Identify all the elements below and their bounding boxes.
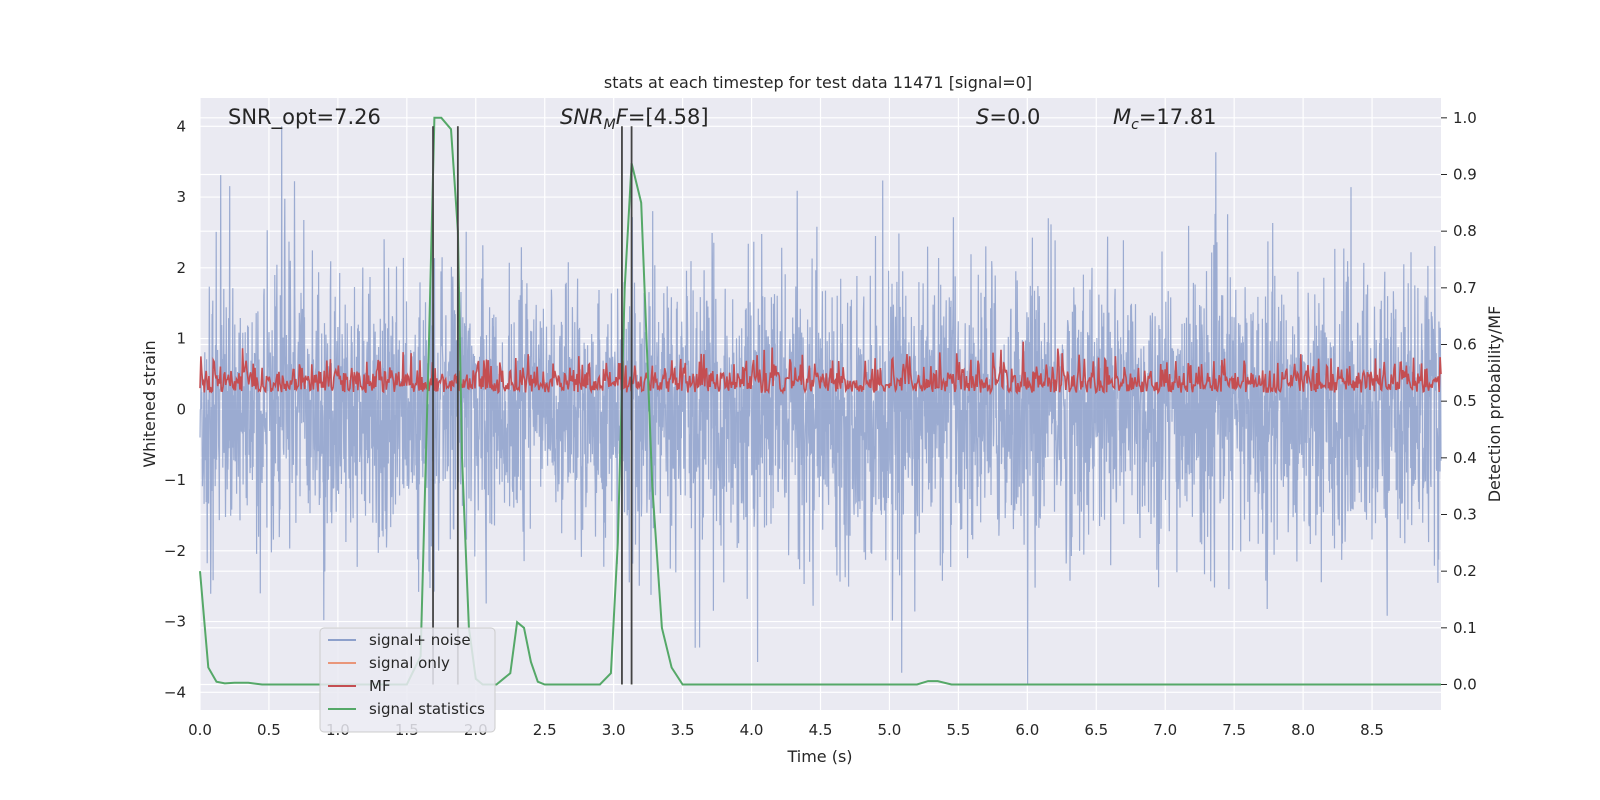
y-left-tick-label: −1	[164, 471, 186, 489]
y-left-tick-label: 1	[176, 330, 186, 348]
y-axis-right-label: Detection probability/MF	[1485, 306, 1504, 503]
annotation-mc-value: =17.81	[1139, 105, 1217, 129]
y-right-tick-label: 0.4	[1453, 449, 1477, 467]
x-tick-label: 5.5	[946, 721, 970, 739]
legend-label-mf: MF	[369, 677, 391, 695]
x-tick-label: 6.0	[1015, 721, 1039, 739]
x-tick-label: 5.0	[878, 721, 902, 739]
legend: signal+ noise signal only MF signal stat…	[319, 627, 496, 733]
annotation-snr-mf: SNRMF=[4.58]	[560, 105, 709, 133]
x-axis-label: Time (s)	[786, 747, 852, 766]
y-right-tick-label: 0.7	[1453, 279, 1477, 297]
x-axis-ticks: 0.00.51.01.52.02.53.03.54.04.55.05.56.06…	[188, 721, 1384, 739]
legend-box	[319, 627, 496, 733]
legend-label-signal-noise: signal+ noise	[369, 631, 471, 649]
y-right-tick-label: 0.6	[1453, 336, 1477, 354]
mf-series	[199, 341, 1442, 396]
x-tick-label: 7.5	[1222, 721, 1246, 739]
y-left-tick-label: −3	[164, 613, 186, 631]
x-tick-label: 0.5	[257, 721, 281, 739]
vertical-markers	[432, 126, 633, 685]
y-left-tick-label: −4	[164, 683, 186, 701]
x-tick-label: 8.5	[1360, 721, 1384, 739]
x-tick-label: 0.0	[188, 721, 212, 739]
y-axis-left-label: Whitened strain	[140, 340, 159, 467]
annotation-s: S=0.0	[976, 105, 1040, 129]
chart-title: stats at each timestep for test data 114…	[604, 73, 1032, 92]
x-tick-label: 4.5	[809, 721, 833, 739]
y-right-tick-label: 0.3	[1453, 506, 1477, 524]
legend-label-signal-only: signal only	[369, 654, 450, 672]
y-right-tick-label: 0.8	[1453, 222, 1477, 240]
y-right-tick-label: 1.0	[1453, 109, 1477, 127]
x-tick-label: 2.5	[533, 721, 557, 739]
y-left-tick-label: 4	[176, 117, 186, 135]
y-left-tick-label: 2	[176, 259, 186, 277]
x-tick-label: 4.0	[740, 721, 764, 739]
legend-label-signal-statistics: signal statistics	[369, 700, 485, 718]
mf-line	[199, 341, 1442, 396]
y-right-tick-label: 0.0	[1453, 676, 1477, 694]
y-right-tick-label: 0.2	[1453, 562, 1477, 580]
y-right-tick-label: 0.9	[1453, 166, 1477, 184]
annotation-s-value: =0.0	[989, 105, 1040, 129]
y-axis-right-ticks: 1.0 0.9 0.8 0.7 0.6 0.5 0.4 0.3 0.2 0.1 0.0	[1441, 109, 1477, 694]
annotation-mc: Mc=17.81	[1113, 105, 1217, 133]
y-left-tick-label: 3	[176, 188, 186, 206]
x-tick-label: 3.5	[671, 721, 695, 739]
annotation-snr-mf-value: =[4.58]	[628, 105, 709, 129]
y-left-tick-label: 0	[176, 400, 186, 418]
y-right-tick-label: 0.5	[1453, 392, 1477, 410]
x-tick-label: 8.0	[1291, 721, 1315, 739]
x-tick-label: 7.0	[1153, 721, 1177, 739]
y-right-tick-label: 0.1	[1453, 619, 1477, 637]
x-tick-label: 3.0	[602, 721, 626, 739]
annotation-snr-opt: SNR_opt=7.26	[228, 105, 381, 130]
x-tick-label: 6.5	[1084, 721, 1108, 739]
y-left-tick-label: −2	[164, 542, 186, 560]
y-axis-left-ticks: 4 3 2 1 0 −1 −2 −3 −4	[164, 117, 186, 701]
